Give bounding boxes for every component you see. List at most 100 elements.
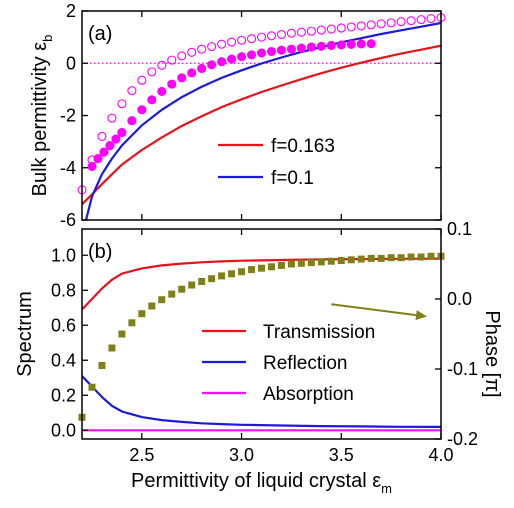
panel-b-right-y-tick-label: 0.0 bbox=[447, 289, 472, 309]
filled-circle-point bbox=[177, 73, 187, 83]
phase-square-point bbox=[277, 261, 285, 269]
filled-circle-point bbox=[167, 79, 177, 89]
open-circle-point bbox=[237, 35, 247, 45]
open-circle-point bbox=[376, 19, 386, 29]
phase-square-point bbox=[387, 254, 395, 262]
panel-a-legend: f=0.163 f=0.1 bbox=[218, 136, 335, 189]
filled-circle-point bbox=[256, 48, 267, 58]
phase-square-point bbox=[198, 278, 206, 285]
panel-a-y-tick-label: -6 bbox=[60, 210, 76, 230]
panel-a-marker-layer bbox=[77, 12, 446, 195]
panel-a-y-axis-label-subscript: b bbox=[40, 35, 55, 42]
panel-a-y-axis-label: Bulk permittivity εb bbox=[29, 35, 55, 197]
open-circle-point bbox=[286, 28, 296, 38]
phase-square-point bbox=[327, 257, 335, 265]
phase-square-point bbox=[258, 264, 265, 272]
legend-label: Transmission bbox=[263, 322, 375, 343]
phase-square-point bbox=[337, 257, 345, 264]
open-circle-point bbox=[187, 47, 197, 57]
open-circle-point bbox=[177, 51, 187, 61]
phase-square-point bbox=[317, 258, 325, 266]
phase-square-point bbox=[267, 263, 275, 271]
open-circle-point bbox=[157, 60, 167, 70]
panel-b-plot-area bbox=[78, 252, 445, 432]
panel-a-y-tick-label: 0 bbox=[66, 53, 76, 73]
phase-square-point bbox=[238, 268, 246, 276]
panel-b-frame bbox=[81, 228, 442, 440]
phase-square-point bbox=[118, 330, 126, 338]
phase-square-point bbox=[417, 253, 425, 261]
panel-b-y-tick-label: 0.4 bbox=[51, 350, 76, 370]
phase-square-point bbox=[307, 259, 315, 267]
panel-b-y-tick-label: 0.2 bbox=[51, 385, 76, 405]
open-circle-point bbox=[127, 86, 137, 96]
series-line-f=0.1 bbox=[84, 21, 442, 221]
filled-circle-point bbox=[306, 42, 316, 52]
open-circle-point bbox=[416, 15, 426, 25]
panel-b-label: (b) bbox=[88, 241, 112, 263]
filled-circle-point bbox=[117, 127, 127, 138]
phase-square-point bbox=[297, 259, 305, 267]
filled-circle-point bbox=[366, 39, 376, 49]
open-circle-point bbox=[117, 99, 127, 109]
panel-b-x-ticks: 2.5 3.0 3.5 4.0 bbox=[129, 229, 454, 465]
panel-b-x-tick-label: 3.0 bbox=[229, 445, 254, 465]
arrow-shaft bbox=[331, 303, 420, 317]
panel-b-right-y-tick-label: 0.1 bbox=[447, 219, 472, 239]
panel-a-y-axis-label-main: Bulk permittivity ε bbox=[29, 42, 51, 197]
legend-label: Absorption bbox=[263, 384, 354, 405]
filled-circle-point bbox=[356, 39, 366, 49]
filled-circle-point bbox=[137, 105, 147, 115]
phase-square-point bbox=[148, 302, 156, 310]
filled-circle-point bbox=[246, 50, 257, 60]
open-circle-point bbox=[386, 18, 396, 28]
legend-label: f=0.163 bbox=[271, 136, 335, 157]
open-circle-point bbox=[406, 16, 416, 26]
open-circle-point bbox=[227, 37, 237, 47]
legend-label: Reflection bbox=[263, 353, 348, 374]
open-circle-point bbox=[426, 14, 436, 24]
open-circle-point bbox=[326, 24, 336, 34]
filled-circle-point bbox=[197, 63, 207, 74]
panel-b-y-tick-label: 0.6 bbox=[51, 315, 76, 335]
open-circle-point bbox=[346, 22, 356, 32]
open-circle-point bbox=[316, 25, 326, 35]
filled-circle-point bbox=[237, 52, 247, 62]
legend-label: f=0.1 bbox=[271, 168, 314, 189]
open-circle-point bbox=[306, 26, 316, 36]
series-line-Reflection bbox=[81, 375, 442, 428]
panel-b-right-y-ticks: -0.2 -0.1 0.0 0.1 bbox=[435, 219, 478, 449]
panel-b-y-tick-label: 0.8 bbox=[51, 280, 76, 300]
phase-square-point bbox=[407, 253, 415, 261]
phase-square-point bbox=[248, 266, 256, 274]
phase-square-point bbox=[367, 254, 375, 262]
panel-a-y-tick-label: -2 bbox=[60, 106, 76, 126]
filled-circle-point bbox=[147, 95, 157, 105]
panel-b: 0.0 0.2 0.4 0.6 0.8 1.0 -0.2 -0.1 0.0 0.1 2.5 3.0… bbox=[14, 219, 503, 496]
filled-circle-point bbox=[93, 154, 103, 164]
phase-square-point bbox=[218, 272, 226, 280]
phase-square-point bbox=[158, 296, 166, 304]
open-circle-point bbox=[266, 31, 277, 41]
filled-circle-point bbox=[326, 40, 336, 51]
panel-b-x-tick-label: 3.5 bbox=[329, 445, 354, 465]
panel-b-y-axis-label: Spectrum bbox=[14, 291, 36, 377]
open-circle-point bbox=[336, 23, 346, 33]
filled-circle-point bbox=[187, 68, 197, 78]
phase-square-point bbox=[98, 362, 106, 369]
phase-square-point bbox=[427, 252, 435, 260]
panel-b-y-tick-label: 1.0 bbox=[51, 245, 76, 265]
open-circle-point bbox=[276, 29, 286, 40]
filled-circle-point bbox=[87, 161, 97, 171]
phase-square-point bbox=[188, 281, 196, 289]
open-circle-point bbox=[366, 20, 376, 30]
filled-circle-point bbox=[105, 140, 115, 151]
phase-square-point bbox=[88, 383, 96, 391]
phase-square-point bbox=[168, 290, 176, 298]
filled-circle-point bbox=[336, 40, 346, 50]
panel-b-right-y-tick-label: -0.1 bbox=[447, 359, 478, 379]
open-circle-point bbox=[396, 17, 406, 27]
panel-b-x-axis-label-subscript: m bbox=[381, 481, 392, 496]
filled-circle-point bbox=[316, 41, 326, 51]
